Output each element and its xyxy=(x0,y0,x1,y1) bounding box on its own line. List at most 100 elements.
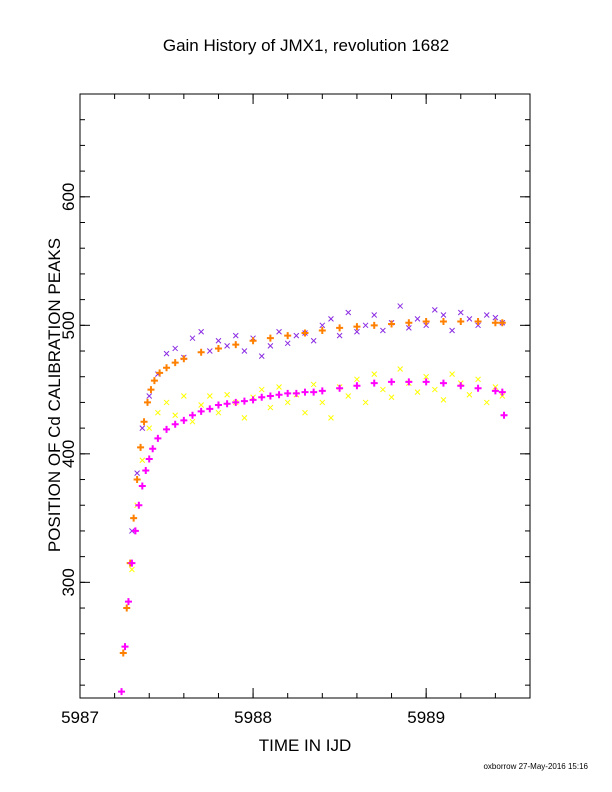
series-1-point xyxy=(172,412,179,419)
series-0-point xyxy=(431,307,438,313)
series-1-point xyxy=(198,402,205,408)
series-0-point xyxy=(380,327,386,334)
series-2-point xyxy=(156,369,164,377)
series-3-point xyxy=(258,393,266,401)
series-1-point xyxy=(328,414,334,421)
series-2-point xyxy=(249,337,257,345)
series-3-point xyxy=(214,401,222,409)
series-1-point xyxy=(180,393,187,399)
series-2-point xyxy=(197,348,205,356)
series-0-point xyxy=(206,348,213,354)
series-0-point xyxy=(345,309,352,316)
x-tick-label: 5987 xyxy=(61,708,99,727)
series-1-point xyxy=(155,409,161,416)
series-1-point xyxy=(345,393,352,399)
series-3-point xyxy=(388,378,396,386)
series-0-point xyxy=(198,328,205,335)
series-2-point xyxy=(214,344,222,352)
series-0-point xyxy=(362,322,369,329)
series-3-point xyxy=(474,384,482,392)
series-1-point xyxy=(215,409,222,416)
series-2-point xyxy=(474,317,482,325)
series-0-point xyxy=(284,340,291,347)
y-tick-label: 300 xyxy=(59,568,78,596)
series-1-point xyxy=(139,457,146,464)
series-2-point xyxy=(422,317,430,325)
series-3-point xyxy=(128,559,136,567)
series-3-point xyxy=(275,391,283,399)
series-1-point xyxy=(388,394,395,401)
series-3-point xyxy=(180,416,188,424)
series-3-point xyxy=(138,482,146,490)
series-3-point xyxy=(232,398,240,406)
series-0-point xyxy=(276,328,282,335)
series-0-point xyxy=(241,348,248,354)
series-1-point xyxy=(310,381,317,388)
plot-frame xyxy=(79,93,531,699)
series-2-point xyxy=(284,332,292,340)
series-3-point xyxy=(249,396,257,404)
series-2-point xyxy=(163,364,171,372)
series-1-point xyxy=(371,371,378,378)
series-3-point xyxy=(121,643,129,651)
series-1-point xyxy=(492,384,499,390)
series-2-point xyxy=(123,604,131,612)
series-3-point xyxy=(301,388,309,396)
series-2-point xyxy=(405,319,413,327)
series-2-point xyxy=(457,317,465,325)
series-2-point xyxy=(491,319,499,327)
series-2-point xyxy=(498,319,506,327)
series-3-point xyxy=(310,388,318,396)
series-3-point xyxy=(439,379,447,387)
x-axis-label: TIME IN IJD xyxy=(258,736,352,755)
series-3-point xyxy=(154,434,162,442)
series-3-point xyxy=(171,420,179,428)
series-3-point xyxy=(118,688,126,696)
series-1-point xyxy=(449,371,455,378)
series-0-point xyxy=(258,353,265,360)
series-3-point xyxy=(124,598,132,606)
series-2-point xyxy=(301,329,309,337)
series-3-point xyxy=(498,388,506,396)
series-1-point xyxy=(380,386,386,393)
series-0-point xyxy=(492,314,499,321)
series-1-point xyxy=(423,373,430,380)
series-0-point xyxy=(457,309,464,316)
chart-title: Gain History of JMX1, revolution 1682 xyxy=(162,36,450,55)
series-0-point xyxy=(319,322,326,329)
series-2-point xyxy=(171,359,179,367)
y-tick-label: 600 xyxy=(59,183,78,211)
series-3-point xyxy=(240,397,248,405)
series-3-point xyxy=(370,379,378,387)
series-3-point xyxy=(142,467,150,475)
series-0-point xyxy=(483,312,490,318)
series-2-point xyxy=(133,476,141,484)
series-0-point xyxy=(293,332,300,339)
series-3-point xyxy=(131,527,139,535)
series-1-point xyxy=(354,376,360,383)
series-2-point xyxy=(318,326,326,334)
series-3-point xyxy=(197,407,205,415)
series-2-point xyxy=(130,514,138,522)
series-0-point xyxy=(189,335,196,342)
series-3-point xyxy=(353,382,361,390)
series-1-point xyxy=(499,393,506,399)
series-0-point xyxy=(371,312,378,318)
series-3-point xyxy=(223,400,231,408)
series-1-point xyxy=(431,386,438,393)
series-2-point xyxy=(439,317,447,325)
series-0-point xyxy=(475,322,481,329)
series-2-point xyxy=(119,649,127,657)
series-1-point xyxy=(267,404,274,411)
series-0-point xyxy=(310,337,317,344)
series-2-point xyxy=(147,386,155,394)
series-0-point xyxy=(146,393,153,399)
series-1-point xyxy=(397,366,404,372)
series-1-point xyxy=(224,391,230,398)
series-3-point xyxy=(149,445,157,453)
series-1-point xyxy=(241,414,248,421)
series-1-point xyxy=(276,384,282,390)
series-2-point xyxy=(336,324,344,332)
series-2-point xyxy=(353,323,361,331)
